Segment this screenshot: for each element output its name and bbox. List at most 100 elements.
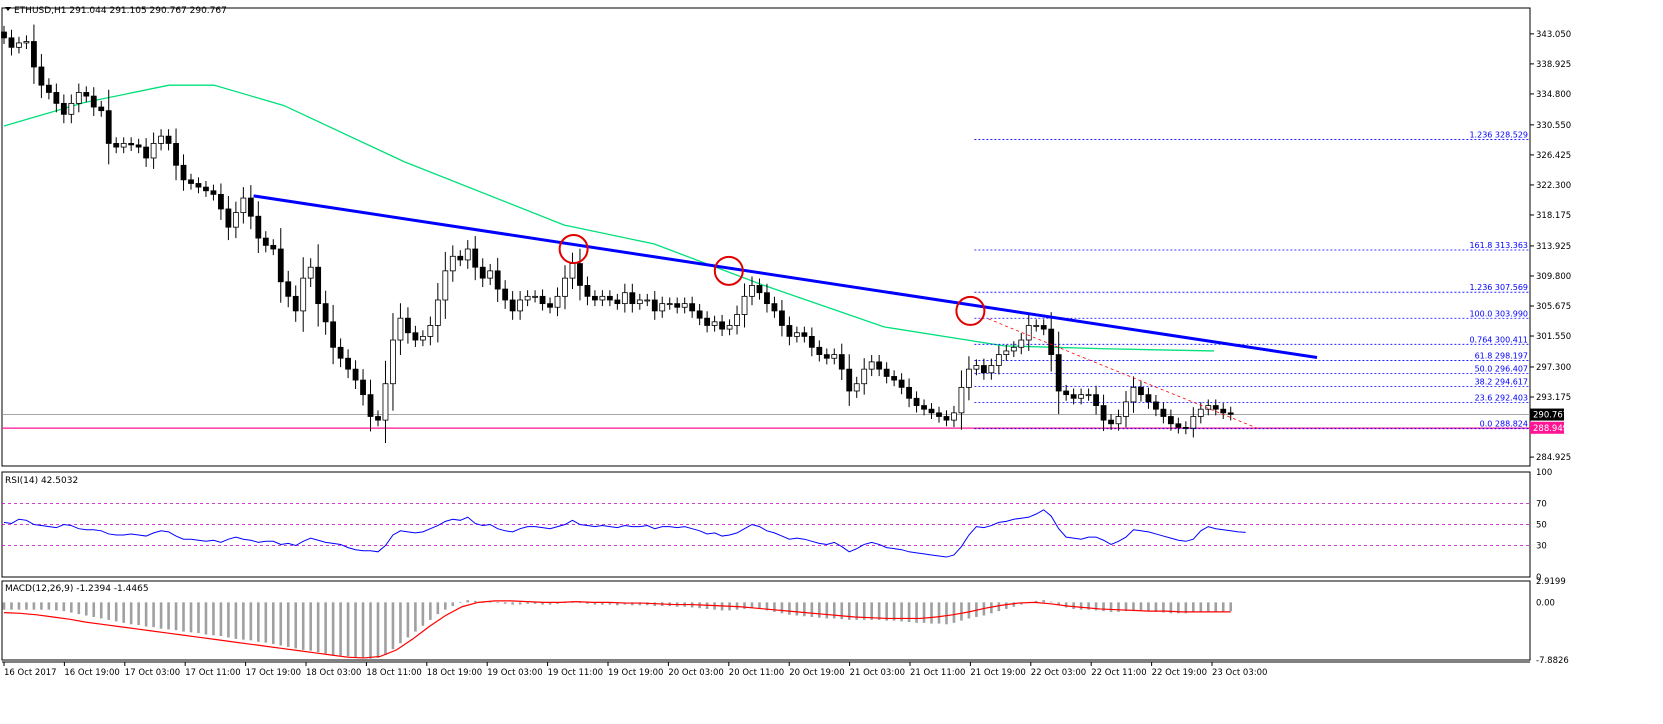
- rsi-y-tick-label: 70: [1536, 500, 1547, 510]
- bearish-trendline: [253, 194, 1318, 359]
- macd-bar: [1184, 602, 1188, 614]
- macd-bar: [316, 602, 320, 653]
- macd-bar: [967, 602, 971, 619]
- macd-bar: [750, 602, 754, 609]
- price-y-tick-label: 309.800: [1536, 272, 1571, 282]
- macd-bar: [511, 602, 514, 605]
- candle-body: [502, 288, 509, 301]
- candle-body: [382, 383, 389, 421]
- candle-body: [539, 295, 546, 305]
- candle-body: [898, 379, 905, 388]
- macd-bar: [1087, 602, 1090, 610]
- candle-body: [823, 354, 830, 359]
- macd-bar: [578, 602, 582, 604]
- candle-body: [45, 84, 52, 93]
- candle-body: [921, 405, 927, 410]
- candle-body: [861, 368, 868, 385]
- macd-bar: [997, 602, 1001, 612]
- candle-body: [995, 354, 1002, 366]
- macd-bar: [631, 602, 634, 606]
- price-badge: [1530, 421, 1564, 434]
- macd-bar: [271, 602, 275, 645]
- macd-bar: [197, 602, 200, 634]
- candle-body: [891, 376, 898, 381]
- candle-body: [292, 295, 299, 312]
- candle-body: [158, 135, 164, 144]
- macd-bar: [1192, 602, 1195, 613]
- time-tick-label: 21 Oct 03:00: [850, 668, 905, 678]
- price-y-tick-label: 284.925: [1536, 453, 1571, 463]
- macd-bar: [608, 602, 612, 605]
- macd-bar: [294, 602, 298, 649]
- candle-body: [853, 383, 860, 392]
- candle-body: [629, 292, 636, 305]
- macd-bar: [189, 602, 193, 633]
- macd-bar: [1094, 602, 1098, 611]
- candle-body: [936, 412, 942, 417]
- macd-bar: [937, 602, 941, 624]
- candle-body: [659, 303, 666, 312]
- candle-body: [90, 95, 97, 108]
- candle-body: [120, 143, 127, 148]
- macd-y-tick-label: -7.8826: [1536, 656, 1569, 666]
- macd-bar: [1042, 600, 1046, 603]
- candle-body: [509, 299, 516, 312]
- candle-body: [554, 295, 561, 308]
- macd-bar: [339, 602, 342, 656]
- candle-body: [980, 365, 987, 374]
- candle-body: [225, 208, 232, 228]
- macd-bar: [930, 602, 933, 624]
- macd-bar: [810, 602, 814, 617]
- macd-bar: [556, 602, 559, 604]
- candle-body: [38, 66, 45, 86]
- fib-level-label: 61.8 298.197: [1475, 351, 1528, 360]
- macd-bar: [1109, 602, 1113, 612]
- symbol-info: ETHUSD,H1 291.044 291.105 290.767 290.76…: [14, 6, 227, 16]
- candle-body: [277, 248, 284, 283]
- macd-bar: [818, 602, 821, 618]
- macd-bar: [279, 602, 283, 646]
- macd-bar: [17, 602, 21, 610]
- projection-line: [988, 318, 1258, 429]
- macd-bar: [847, 602, 851, 620]
- macd-bar: [593, 602, 597, 605]
- candle-body: [779, 310, 785, 326]
- macd-bar: [758, 602, 761, 609]
- candle-body: [838, 354, 845, 370]
- macd-bar: [832, 602, 836, 619]
- macd-bar: [862, 602, 866, 620]
- candle-body: [75, 92, 82, 104]
- macd-bar: [945, 602, 948, 625]
- macd-bar: [877, 602, 881, 620]
- candle-body: [1070, 394, 1077, 399]
- candle-body: [584, 285, 591, 297]
- macd-bar: [346, 602, 350, 657]
- candle-body: [1175, 423, 1182, 428]
- candle-body: [1, 31, 7, 39]
- macd-bar: [354, 602, 357, 658]
- candle-body: [599, 295, 606, 301]
- macd-bar: [496, 602, 499, 604]
- candle-body: [1085, 394, 1092, 397]
- candle-body: [1055, 354, 1062, 392]
- time-tick-label: 20 Oct 19:00: [789, 668, 844, 678]
- macd-label: MACD(12,26,9) -1.2394 -1.4465: [5, 584, 149, 594]
- candle-body: [449, 255, 456, 272]
- candle-body: [300, 277, 307, 312]
- macd-bar: [870, 602, 873, 620]
- macd-bar: [212, 602, 215, 636]
- candle-body: [1190, 416, 1197, 429]
- candle-body: [958, 386, 965, 414]
- candle-body: [494, 270, 501, 290]
- candle-body: [614, 299, 621, 305]
- time-tick-label: 23 Oct 03:00: [1212, 668, 1267, 678]
- price-y-tick-label: 322.300: [1536, 181, 1571, 191]
- candle-body: [592, 295, 598, 301]
- macd-bar: [915, 602, 918, 623]
- time-tick-label: 18 Oct 03:00: [306, 668, 361, 678]
- macd-bar: [1057, 602, 1060, 605]
- candle-body: [1167, 416, 1174, 425]
- macd-bar: [586, 602, 589, 604]
- candle-body: [846, 368, 853, 392]
